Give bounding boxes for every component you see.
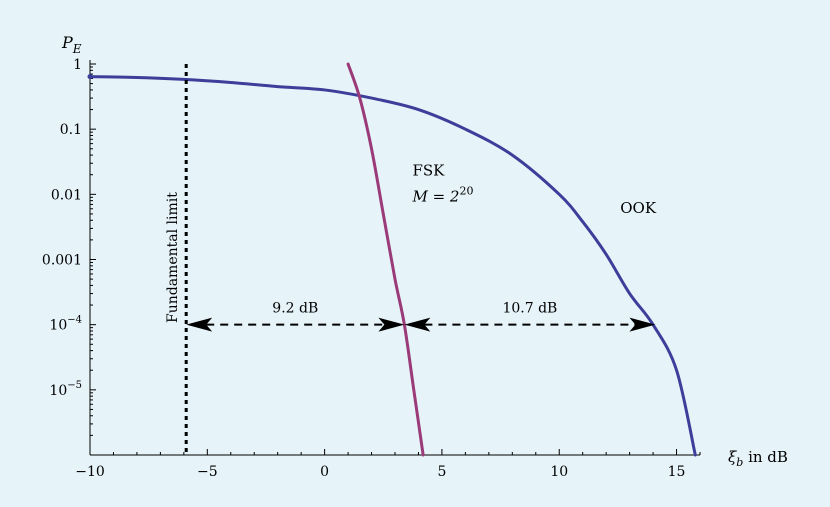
y-tick-label: 0.001 (42, 253, 82, 269)
x-axis-label-suffix: in dB (743, 448, 788, 466)
x-tick-label: 10 (550, 464, 568, 480)
x-axis-label: ξb in dB (728, 448, 788, 469)
annotations: Fundamental limit 9.2 dB 10.7 dB FSK M = 220… (165, 64, 657, 455)
fsk-m-exponent: 20 (459, 185, 473, 198)
x-tick-label: 5 (437, 464, 446, 480)
x-tick-label: −5 (197, 464, 218, 480)
y-tick-label: 1 (73, 57, 82, 73)
arrow-10-7db-label: 10.7 dB (502, 301, 557, 317)
y-tick-label: 0.01 (51, 187, 82, 203)
fsk-m-base: M = 2 (411, 188, 459, 206)
fundamental-limit-label: Fundamental limit (165, 192, 181, 323)
arrow-10-7db-head-right (629, 317, 656, 332)
arrow-10-7db: 10.7 dB (404, 301, 656, 332)
y-tick-label: 10−5 (49, 380, 82, 399)
y-tick-label-exponent: −4 (67, 315, 82, 326)
series-line-fsk (346, 62, 425, 457)
arrow-9-2db-head-right (378, 317, 405, 332)
arrow-9-2db-head-left (186, 317, 213, 332)
y-axis-label-main: P (61, 33, 73, 52)
x-axis-label-main: ξ (728, 448, 737, 466)
y-tick-label-exponent: −5 (67, 380, 82, 391)
x-tick-label: 0 (320, 464, 329, 480)
y-axis-label: PE (61, 33, 82, 56)
y-tick-label: 0.1 (60, 122, 82, 138)
fsk-label: FSK (412, 162, 445, 180)
x-tick-label: 15 (668, 464, 686, 480)
series-line-ook (88, 75, 697, 457)
y-tick-label-base: 10 (49, 383, 67, 399)
fsk-m-label: M = 220 (411, 185, 473, 206)
y-tick-label: 10−4 (49, 315, 82, 334)
arrow-9-2db-label: 9.2 dB (272, 301, 318, 317)
y-tick-label-base: 10 (49, 318, 67, 334)
y-axis-label-sub: E (72, 42, 82, 56)
x-axis-label-sub: b (736, 456, 743, 469)
x-tick-label: −10 (75, 464, 105, 480)
series-start-point (87, 74, 93, 80)
curves (87, 62, 697, 457)
arrow-9-2db: 9.2 dB (186, 301, 405, 332)
arrow-10-7db-head-left (404, 317, 431, 332)
ook-label: OOK (620, 199, 657, 217)
